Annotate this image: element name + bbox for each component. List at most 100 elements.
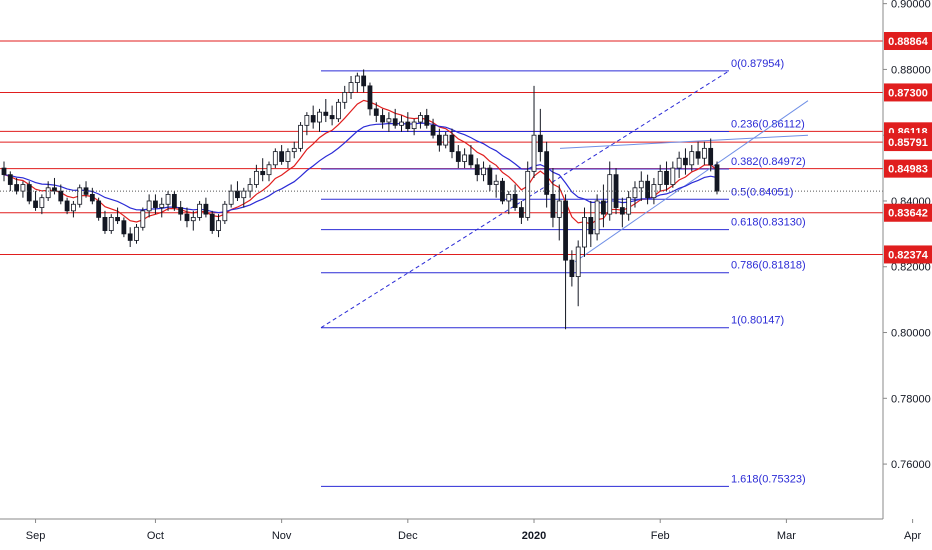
candle-body (399, 121, 404, 126)
price-axis-tick-label: 0.78000 (891, 393, 931, 405)
candle (601, 184, 606, 228)
time-axis-tick-label: Oct (147, 530, 164, 542)
candle (190, 210, 196, 231)
fibonacci-retracement[interactable]: 0(0.87954) 0.236(0.86112) 0.382(0.84972) 0.… (320, 58, 806, 487)
candle (563, 194, 568, 330)
wedge-lower-trendline[interactable] (574, 100, 809, 263)
candle-body (253, 170, 259, 185)
price-badge-label: 0.82374 (888, 249, 929, 261)
candle-body (468, 154, 474, 166)
candle-body (77, 187, 83, 205)
candle-body (556, 200, 562, 218)
candle-body (455, 151, 461, 162)
candle-body (474, 164, 480, 176)
candle (405, 112, 411, 132)
time-axis-tick-label: Nov (272, 530, 292, 542)
wedge-upper-trendline[interactable] (559, 134, 809, 149)
candle-body (171, 193, 177, 208)
price-badge-label: 0.85791 (888, 137, 928, 149)
candle (216, 214, 221, 238)
candle (695, 141, 701, 165)
candle (159, 197, 165, 218)
candle (64, 197, 70, 215)
candle-body (298, 124, 303, 149)
candle-body (714, 164, 720, 192)
trendlines[interactable] (559, 100, 809, 263)
candle-body (134, 226, 139, 241)
candle (197, 200, 203, 221)
candle-body (683, 157, 688, 166)
candle (468, 145, 474, 169)
candle-body (64, 200, 70, 212)
candle (272, 148, 278, 169)
price-badges: 0.888640.873000.861180.857910.849830.836… (884, 32, 932, 264)
candle-body (1, 167, 7, 176)
fib-level-label: 0(0.87954) (731, 58, 784, 70)
candle-body (626, 197, 632, 215)
time-axis-tick-label: Dec (398, 530, 418, 542)
candle-body (33, 200, 38, 208)
price-badge (884, 245, 932, 264)
candle (342, 85, 348, 109)
price-badge (884, 32, 932, 51)
candle-body (89, 193, 95, 202)
price-badge-label: 0.84983 (888, 164, 928, 176)
candle-body (304, 115, 310, 126)
candle (285, 148, 291, 169)
candle-body (165, 193, 171, 205)
candle-body (317, 111, 322, 123)
candle (140, 207, 146, 231)
candle-body (582, 217, 587, 248)
fib-level-label: 1.618(0.75323) (731, 473, 806, 485)
candle-body (443, 134, 449, 146)
candle (430, 118, 436, 139)
candle (77, 184, 83, 208)
candle-body (96, 200, 102, 218)
candle (115, 207, 120, 224)
candle-body (701, 147, 707, 159)
candle (714, 161, 720, 195)
candle-body (651, 184, 657, 199)
candle-body (184, 213, 190, 222)
candle (487, 164, 493, 192)
fib-level-label: 0.236(0.86112) (731, 119, 805, 131)
candle (424, 108, 430, 129)
candle (689, 145, 695, 172)
candle (493, 174, 499, 198)
candle-body (619, 207, 625, 215)
candle (462, 148, 468, 169)
fib-level-label: 0.618(0.83130) (731, 217, 806, 229)
candle-body (708, 147, 714, 166)
candle (455, 145, 461, 169)
candle (664, 161, 669, 192)
candle-body (14, 184, 20, 192)
candle-body (386, 118, 392, 123)
price-badge (884, 83, 932, 102)
time-axis-tick-label: Sep (26, 530, 46, 542)
candle-body (367, 85, 373, 110)
candle (329, 105, 335, 126)
candle-body (537, 134, 543, 153)
candle (336, 99, 341, 123)
candle (7, 171, 13, 192)
candle (260, 158, 266, 182)
candle-body (329, 115, 335, 120)
candle-body (506, 193, 512, 202)
candle (89, 187, 95, 205)
candle-body (361, 75, 367, 87)
candle (203, 197, 209, 218)
candle-body (71, 203, 76, 212)
candle-body (657, 170, 663, 185)
candle-body (632, 187, 638, 199)
fib-diagonal-dashed[interactable] (320, 70, 730, 329)
time-axis[interactable]: SepOctNovDec2020FebMarAprMayJunJul (26, 519, 932, 542)
candle-body (266, 164, 272, 176)
candle-body (241, 190, 247, 199)
candle (512, 184, 518, 211)
candle (506, 191, 512, 215)
candle (1, 161, 7, 182)
candle (525, 161, 531, 221)
candle-body (178, 207, 184, 215)
